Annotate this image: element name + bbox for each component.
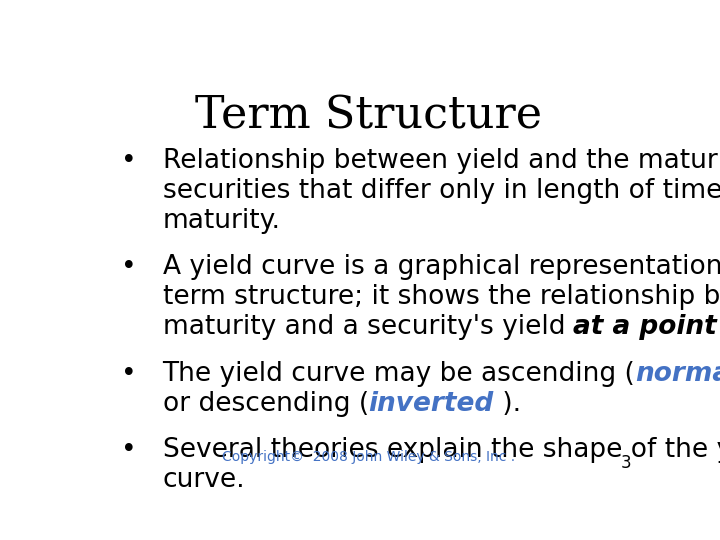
Text: term structure; it shows the relationship between: term structure; it shows the relationshi… bbox=[163, 285, 720, 310]
Text: •: • bbox=[121, 437, 137, 463]
Text: ).: ). bbox=[494, 391, 521, 417]
Text: normal: normal bbox=[635, 361, 720, 387]
Text: •: • bbox=[121, 148, 137, 174]
Text: A yield curve is a graphical representation of the: A yield curve is a graphical representat… bbox=[163, 254, 720, 280]
Text: •: • bbox=[121, 361, 137, 387]
Text: Several theories explain the shape of the yield: Several theories explain the shape of th… bbox=[163, 437, 720, 463]
Text: Copyright©  2008 John Wiley & Sons, Inc .: Copyright© 2008 John Wiley & Sons, Inc . bbox=[222, 450, 516, 464]
Text: inverted: inverted bbox=[369, 391, 494, 417]
Text: 3: 3 bbox=[621, 454, 631, 472]
Text: •: • bbox=[121, 254, 137, 280]
Text: Relationship between yield and the maturity on: Relationship between yield and the matur… bbox=[163, 148, 720, 174]
Text: or descending (: or descending ( bbox=[163, 391, 369, 417]
Text: curve.: curve. bbox=[163, 467, 246, 494]
Text: at a point in time: at a point in time bbox=[573, 314, 720, 340]
Text: The yield curve may be ascending (: The yield curve may be ascending ( bbox=[163, 361, 635, 387]
Text: maturity and a security's yield: maturity and a security's yield bbox=[163, 314, 573, 340]
Text: securities that differ only in length of time to: securities that differ only in length of… bbox=[163, 178, 720, 204]
Text: Term Structure: Term Structure bbox=[195, 94, 543, 137]
Text: maturity.: maturity. bbox=[163, 208, 281, 234]
